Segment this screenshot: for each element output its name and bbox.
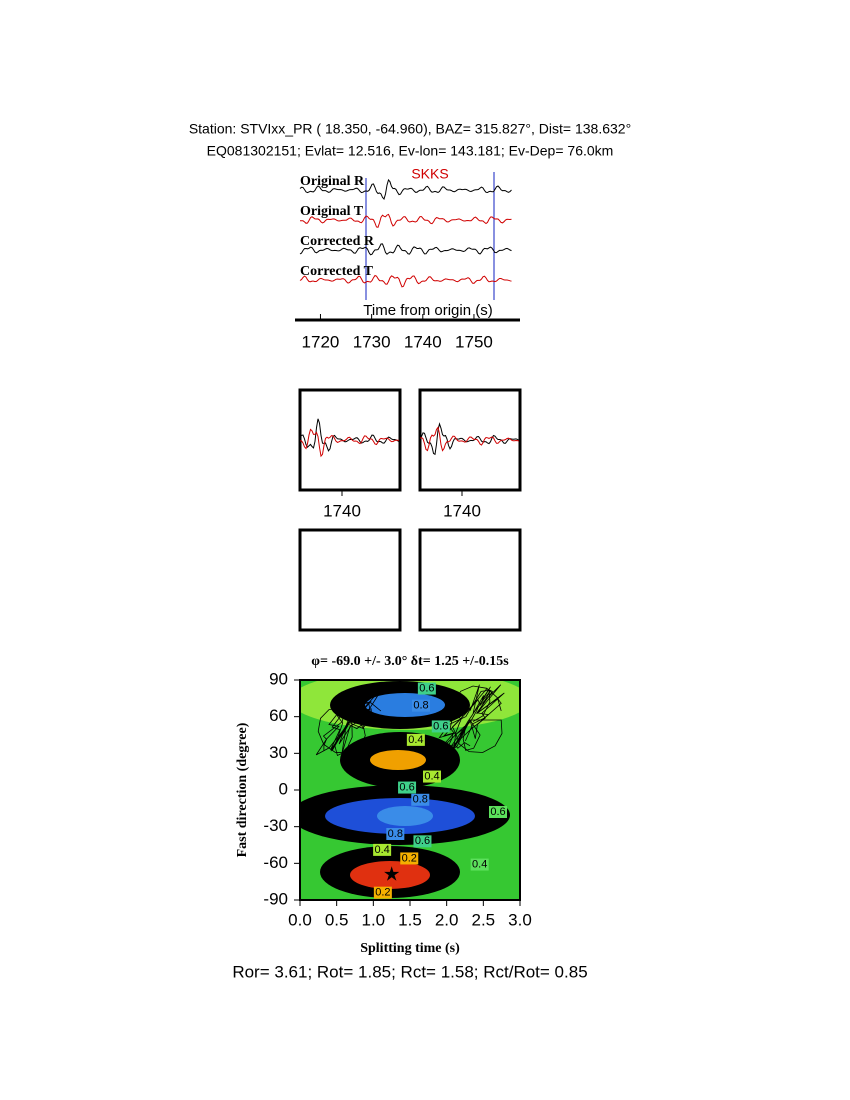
contour-label: 0.6 <box>490 806 505 818</box>
event-line: EQ081302151; Evlat= 12.516, Ev-lon= 143.… <box>207 143 614 159</box>
x-tick-label: 1740 <box>443 501 481 520</box>
waveform <box>420 422 520 456</box>
y-axis-label: Fast direction (degree) <box>235 722 250 857</box>
contour-label: 0.6 <box>419 682 434 694</box>
contour-label: 0.4 <box>374 844 389 856</box>
contour-label: 0.6 <box>399 781 414 793</box>
contour-label-box <box>489 806 507 818</box>
particle-motion <box>449 689 491 751</box>
x-tick-label: 3.0 <box>508 910 532 929</box>
contour-label: 0.2 <box>402 852 417 864</box>
contour-label-box <box>412 699 430 712</box>
contour-label-box <box>386 828 405 840</box>
y-tick-label: -90 <box>263 889 288 908</box>
contour-label: 0.4 <box>472 858 487 870</box>
particle-motion <box>434 684 505 755</box>
x-tick-label: 0.0 <box>288 910 312 929</box>
best-fit-star <box>384 866 400 881</box>
x-axis-label: Splitting time (s) <box>360 941 460 956</box>
x-tick-label: 1.5 <box>398 910 422 929</box>
series-label: Original R <box>300 174 365 189</box>
waveform <box>300 213 512 228</box>
x-tick-label: 1740 <box>404 332 442 351</box>
contour-label: 0.2 <box>375 887 390 899</box>
x-tick-label: 0.5 <box>325 910 349 929</box>
x-tick-label: 1740 <box>323 501 361 520</box>
waveform <box>300 418 400 452</box>
particle-motion <box>330 687 372 756</box>
contour-label: 0.6 <box>433 720 448 732</box>
contour-label-box <box>373 886 392 899</box>
y-tick-label: 60 <box>269 706 288 725</box>
panel-frame <box>298 528 402 632</box>
x-tick-label: 2.0 <box>435 910 459 929</box>
series-label: Corrected R <box>300 234 375 249</box>
waveform <box>420 426 520 452</box>
contour-label: 0.4 <box>408 734 423 746</box>
contour-label-box <box>398 781 417 794</box>
contour-label-box <box>406 733 425 746</box>
contour-label: 0.8 <box>413 700 428 712</box>
contour-label-box <box>423 770 441 783</box>
contour-label-box <box>411 793 430 806</box>
contour-label-box <box>417 682 436 695</box>
contour-label: 0.8 <box>388 828 403 840</box>
panel-frame <box>418 528 522 632</box>
y-tick-label: 90 <box>269 669 288 688</box>
waveform <box>300 428 399 458</box>
contour-label: 0.6 <box>415 835 430 847</box>
y-tick-label: 30 <box>269 743 288 762</box>
series-label: Corrected T <box>300 264 374 279</box>
y-tick-label: -30 <box>263 816 288 835</box>
waveform <box>299 178 512 200</box>
contour-label-box <box>431 720 450 733</box>
x-tick-label: 1730 <box>353 332 391 351</box>
series-label: Original T <box>300 204 364 219</box>
phase-label: SKKS <box>411 166 448 182</box>
panel-frame <box>298 388 402 492</box>
x-tick-label: 1720 <box>302 332 340 351</box>
x-tick-label: 2.5 <box>472 910 496 929</box>
x-axis-label: Time from origin (s) <box>363 302 492 319</box>
waveform <box>299 243 512 256</box>
footer-stats: Ror= 3.61; Rot= 1.85; Rct= 1.58; Rct/Rot… <box>232 962 587 981</box>
contour-label-box <box>373 843 392 856</box>
particle-motion <box>451 686 491 752</box>
contour-label-box <box>400 852 419 865</box>
particle-motion <box>453 685 503 753</box>
contour-label: 0.8 <box>413 794 428 806</box>
x-tick-label: 1750 <box>455 332 493 351</box>
x-tick-label: 1.0 <box>362 910 386 929</box>
contour-title: φ= -69.0 +/- 3.0° δt= 1.25 +/-0.15s <box>311 654 509 669</box>
station-line: Station: STVIxx_PR ( 18.350, -64.960), B… <box>189 121 631 137</box>
waveform <box>299 274 512 288</box>
contour-label-box <box>470 858 489 871</box>
contour-label-box <box>413 835 432 848</box>
y-tick-label: -60 <box>263 853 288 872</box>
contour-label: 0.4 <box>424 770 439 782</box>
particle-motion <box>452 684 491 749</box>
particle-motion <box>315 684 381 756</box>
y-tick-label: 0 <box>279 779 288 798</box>
